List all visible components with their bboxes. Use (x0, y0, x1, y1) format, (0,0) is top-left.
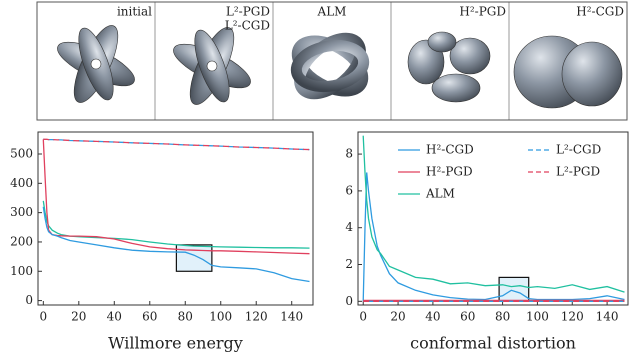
shape-h2-pgd (408, 32, 490, 102)
x-tick-label: 40 (425, 310, 440, 324)
series-line (363, 136, 624, 292)
y-tick-label: 100 (10, 264, 33, 278)
legend-label: ALM (425, 187, 455, 201)
legend-label: H²-PGD (426, 165, 473, 179)
x-tick-label: 100 (209, 310, 232, 324)
panel-row (37, 2, 627, 120)
shape-l2 (168, 22, 256, 110)
x-tick-label: 120 (561, 310, 584, 324)
y-tick-label: 8 (345, 147, 353, 161)
y-tick-label: 300 (10, 205, 33, 219)
x-tick-label: 80 (178, 310, 193, 324)
x-tick-label: 140 (280, 310, 303, 324)
plot-frame (38, 132, 313, 305)
shape-alm (289, 28, 371, 105)
legend-label: L²-PGD (556, 165, 600, 179)
x-tick-label: 140 (596, 310, 619, 324)
series-line (363, 173, 624, 302)
y-tick-label: 2 (345, 257, 353, 271)
y-tick-label: 0 (25, 293, 33, 307)
legend-label: L²-CGD (556, 143, 601, 157)
x-tick-label: 40 (107, 310, 122, 324)
panel-label: ALM (317, 5, 347, 19)
y-tick-label: 4 (345, 220, 353, 234)
x-tick-label: 60 (460, 310, 475, 324)
x-tick-label: 0 (359, 310, 367, 324)
y-tick-label: 500 (10, 146, 33, 160)
x-tick-label: 20 (71, 310, 86, 324)
panel-label: H²-PGD (459, 5, 506, 19)
y-tick-label: 400 (10, 176, 33, 190)
panel-label: L²-PGD (226, 5, 270, 19)
figure: initialL²-PGDL²-CGDALMH²-PGDH²-CGD 02040… (0, 0, 631, 360)
x-tick-label: 80 (495, 310, 510, 324)
x-axis-title: conformal distortion (410, 334, 576, 353)
page: initialL²-PGDL²-CGDALMH²-PGDH²-CGD 02040… (0, 0, 631, 360)
plot-frame (358, 132, 628, 305)
x-tick-label: 120 (245, 310, 268, 324)
legend-label: H²-CGD (426, 143, 474, 157)
x-axis-title: Willmore energy (108, 334, 243, 353)
x-tick-label: 20 (390, 310, 405, 324)
x-tick-label: 100 (526, 310, 549, 324)
panel-label: L²-CGD (225, 19, 270, 33)
highlight-box (176, 245, 211, 271)
shape-initial (52, 20, 140, 108)
highlight-box (499, 277, 529, 301)
y-tick-label: 200 (10, 234, 33, 248)
series-line (43, 139, 309, 253)
x-tick-label: 0 (40, 310, 48, 324)
shape-h2-cgd (514, 36, 622, 108)
y-tick-label: 0 (345, 294, 353, 308)
panel-label: H²-CGD (576, 5, 624, 19)
panel-label: initial (117, 5, 152, 19)
y-tick-label: 6 (345, 183, 353, 197)
series-line (43, 201, 309, 248)
x-tick-label: 60 (142, 310, 157, 324)
